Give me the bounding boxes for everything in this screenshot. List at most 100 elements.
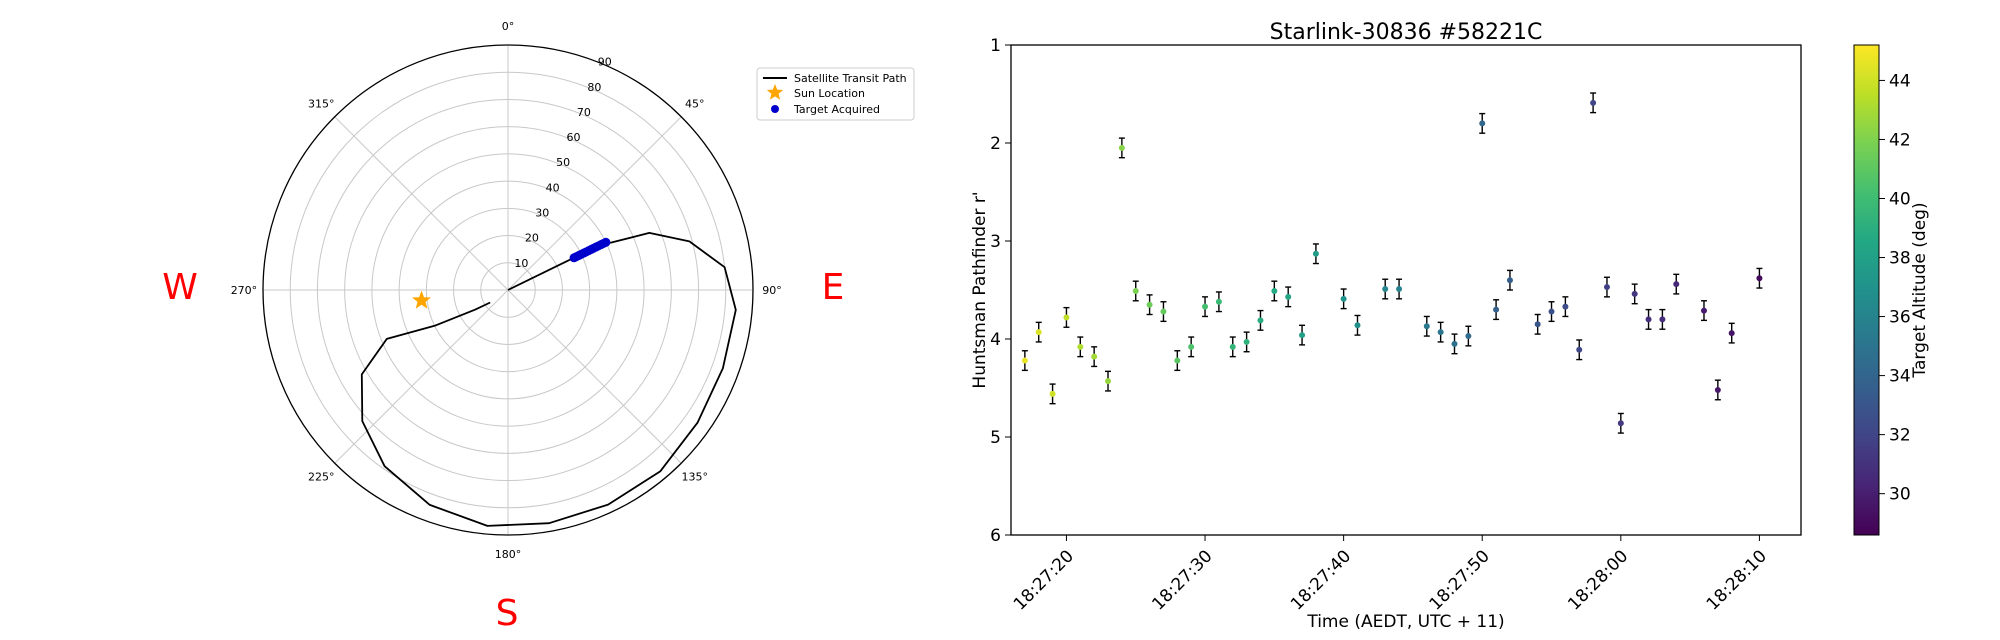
data-point [1105, 370, 1112, 392]
point-marker [1049, 390, 1056, 397]
data-point [1146, 294, 1153, 316]
plot-frame [1010, 44, 1802, 536]
point-marker [1590, 99, 1597, 106]
point-marker [1091, 353, 1098, 360]
point-marker [1396, 286, 1403, 293]
data-point [1451, 333, 1458, 355]
x-tick-label: 18:28:00 [1564, 546, 1632, 614]
legend-label-path: Satellite Transit Path [794, 72, 907, 85]
point-marker [1299, 332, 1306, 339]
x-axis-ticks: 18:27:20 18:27:30 18:27:40 18:27:50 18:28:00… [1010, 535, 1771, 615]
point-marker [1562, 303, 1569, 310]
y-axis-ticks: 1 2 3 4 5 6 [990, 36, 1011, 546]
point-marker [1160, 308, 1167, 315]
point-marker [1465, 333, 1472, 340]
data-point [1174, 350, 1181, 372]
point-marker [1229, 343, 1236, 350]
point-marker [1174, 357, 1181, 364]
polar-radial-label: 20 [525, 232, 539, 245]
data-point [1548, 301, 1555, 323]
colorbar [1853, 44, 1880, 536]
point-marker [1202, 303, 1209, 310]
point-marker [1423, 323, 1430, 330]
x-axis-label: Time (AEDT, UTC + 11) [1306, 612, 1504, 632]
data-point [1091, 346, 1098, 368]
cardinal-east: E [822, 267, 845, 308]
polar-angle-label: 0° [502, 20, 515, 33]
data-point [1049, 383, 1056, 405]
data-point [1534, 313, 1541, 335]
data-point [1257, 309, 1264, 331]
point-marker [1312, 250, 1319, 257]
data-point [1437, 321, 1444, 343]
point-marker [1534, 321, 1541, 328]
data-point [1645, 308, 1652, 330]
data-point [1021, 350, 1028, 372]
data-point [1590, 92, 1597, 114]
data-point [1493, 299, 1500, 321]
point-marker [1382, 286, 1389, 293]
point-marker [1063, 314, 1070, 321]
y-axis-label: Huntsman Pathfinder r' [970, 191, 990, 388]
data-point [1132, 280, 1139, 302]
y-tick-label: 2 [990, 134, 1001, 154]
data-point [1756, 267, 1763, 289]
x-tick-label: 18:27:50 [1426, 546, 1494, 614]
colorbar-tick-label: 42 [1889, 130, 1911, 150]
data-point [1673, 273, 1680, 295]
colorbar-tick-label: 38 [1889, 249, 1911, 269]
legend-label-sun: Sun Location [794, 87, 865, 100]
data-point [1160, 301, 1167, 323]
data-point [1271, 280, 1278, 302]
chart-title: Starlink-30836 #58221C [1270, 20, 1543, 45]
x-tick-label: 18:27:30 [1148, 546, 1216, 614]
data-point [1188, 336, 1195, 358]
polar-angle-label: 180° [495, 548, 522, 561]
polar-angle-label: 45° [685, 97, 705, 110]
point-marker [1257, 317, 1264, 324]
data-point [1714, 379, 1721, 401]
polar-grid-spoke [334, 116, 509, 291]
data-point [1118, 137, 1125, 159]
data-point [1700, 300, 1707, 322]
point-marker [1576, 346, 1583, 353]
data-point [1631, 283, 1638, 305]
data-point [1285, 286, 1292, 308]
point-marker [1215, 298, 1222, 305]
point-marker [1132, 287, 1139, 294]
point-marker [1548, 308, 1555, 315]
point-marker [1077, 343, 1084, 350]
point-marker [1673, 281, 1680, 288]
polar-radial-label: 50 [556, 156, 570, 169]
data-point [1354, 314, 1361, 336]
transit-path-line [360, 232, 737, 527]
legend-dot-swatch [771, 105, 779, 113]
point-marker [1659, 316, 1666, 323]
cardinal-south: S [496, 593, 519, 634]
y-tick-label: 4 [990, 330, 1001, 350]
polar-radial-label: 30 [535, 207, 549, 220]
point-marker [1035, 329, 1042, 336]
sun-star-icon [412, 290, 431, 309]
point-marker [1506, 277, 1513, 284]
polar-radial-label: 40 [546, 181, 560, 194]
colorbar-tick-label: 36 [1889, 308, 1911, 328]
point-marker [1354, 322, 1361, 329]
polar-radial-label: 70 [577, 106, 591, 119]
point-marker [1437, 329, 1444, 336]
y-tick-label: 6 [990, 526, 1001, 546]
point-marker [1243, 338, 1250, 345]
point-marker [1271, 287, 1278, 294]
colorbar-tick-label: 30 [1889, 485, 1911, 505]
point-marker [1285, 293, 1292, 300]
data-point [1617, 412, 1624, 434]
colorbar-tick-label: 40 [1889, 189, 1911, 209]
data-point [1562, 296, 1569, 318]
colorbar-ticks: 30 32 34 36 38 40 42 44 [1879, 71, 1911, 505]
point-marker [1728, 330, 1735, 337]
data-point [1506, 269, 1513, 291]
legend-label-target: Target Acquired [793, 103, 880, 116]
data-point [1243, 331, 1250, 353]
